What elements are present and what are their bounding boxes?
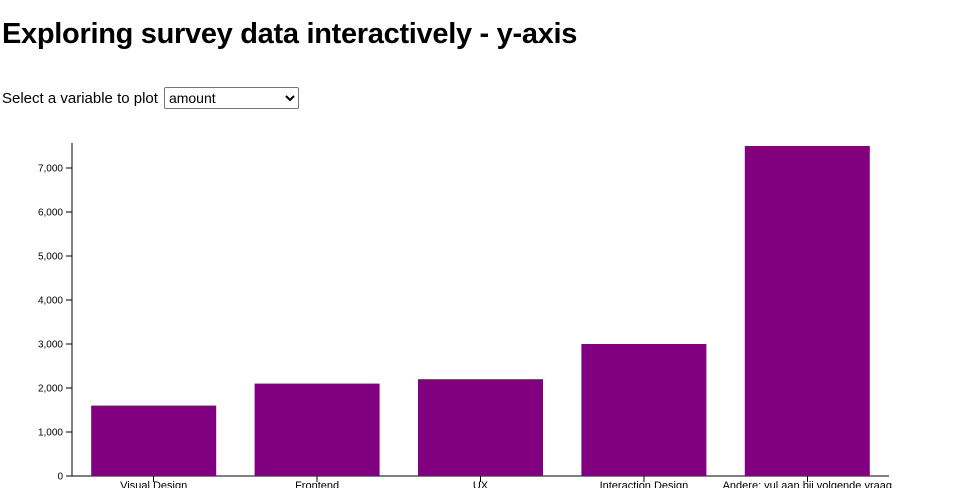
variable-select-label: Select a variable to plot (2, 89, 158, 107)
x-category-label: Andere; vul aan bij volgende vraag (723, 480, 892, 488)
bar (91, 405, 217, 476)
y-tick-label: 5,000 (38, 252, 63, 263)
x-category-label: Visual Design (120, 480, 187, 488)
page-title: Exploring survey data interactively - y-… (2, 18, 578, 50)
bar (418, 379, 543, 476)
x-category-label: UX (473, 480, 489, 488)
y-tick-label: 1,000 (38, 428, 63, 439)
variable-select[interactable]: amount (163, 87, 299, 109)
y-tick-label: 6,000 (38, 208, 63, 219)
bar-chart: 0 1,000 2,000 3,000 4,000 5,000 6,000 7,000 Visu… (38, 143, 892, 492)
x-category-label: Interaction Design (600, 480, 689, 488)
x-category-label: Frontend (295, 480, 339, 488)
y-tick-label: 7,000 (38, 164, 63, 175)
y-tick-label: 2,000 (38, 384, 63, 395)
bar (254, 383, 380, 476)
bar-chart-container: 0 1,000 2,000 3,000 4,000 5,000 6,000 7,000 Visu… (2, 123, 960, 493)
variable-control-row: Select a variable to plot amount (2, 87, 960, 109)
y-tick-label: 4,000 (38, 296, 63, 307)
y-tick-label: 0 (57, 472, 63, 483)
bar (581, 344, 707, 476)
bar (744, 146, 870, 476)
y-tick-label: 3,000 (38, 340, 63, 351)
